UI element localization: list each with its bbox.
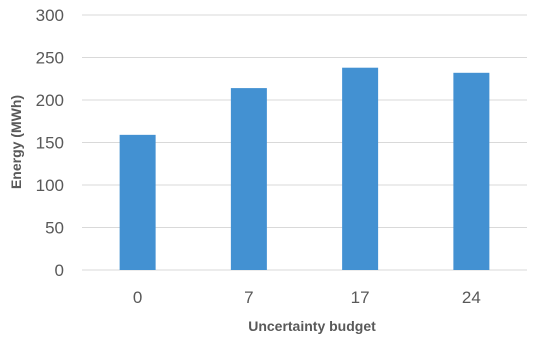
y-tick-label: 100 bbox=[36, 176, 64, 195]
bar-7 bbox=[230, 88, 267, 270]
y-tick-label: 300 bbox=[36, 6, 64, 25]
bar-24 bbox=[453, 72, 490, 270]
y-tick-label: 0 bbox=[55, 261, 64, 280]
bar-0 bbox=[119, 134, 156, 270]
x-axis-ticks: 0 7 17 24 bbox=[133, 288, 481, 307]
bars bbox=[119, 67, 490, 270]
y-tick-label: 200 bbox=[36, 91, 64, 110]
bar-17 bbox=[342, 67, 379, 270]
x-tick-label: 24 bbox=[462, 288, 481, 307]
x-axis-title: Uncertainty budget bbox=[248, 318, 376, 334]
y-axis-ticks: 0 50 100 150 200 250 300 bbox=[36, 6, 64, 280]
y-tick-label: 150 bbox=[36, 134, 64, 153]
y-tick-label: 250 bbox=[36, 49, 64, 68]
gridlines bbox=[82, 14, 527, 271]
y-axis-title: Energy (MWh) bbox=[8, 95, 24, 189]
x-tick-label: 0 bbox=[133, 288, 142, 307]
x-tick-label: 7 bbox=[244, 288, 253, 307]
y-tick-label: 50 bbox=[45, 219, 64, 238]
x-tick-label: 17 bbox=[351, 288, 370, 307]
